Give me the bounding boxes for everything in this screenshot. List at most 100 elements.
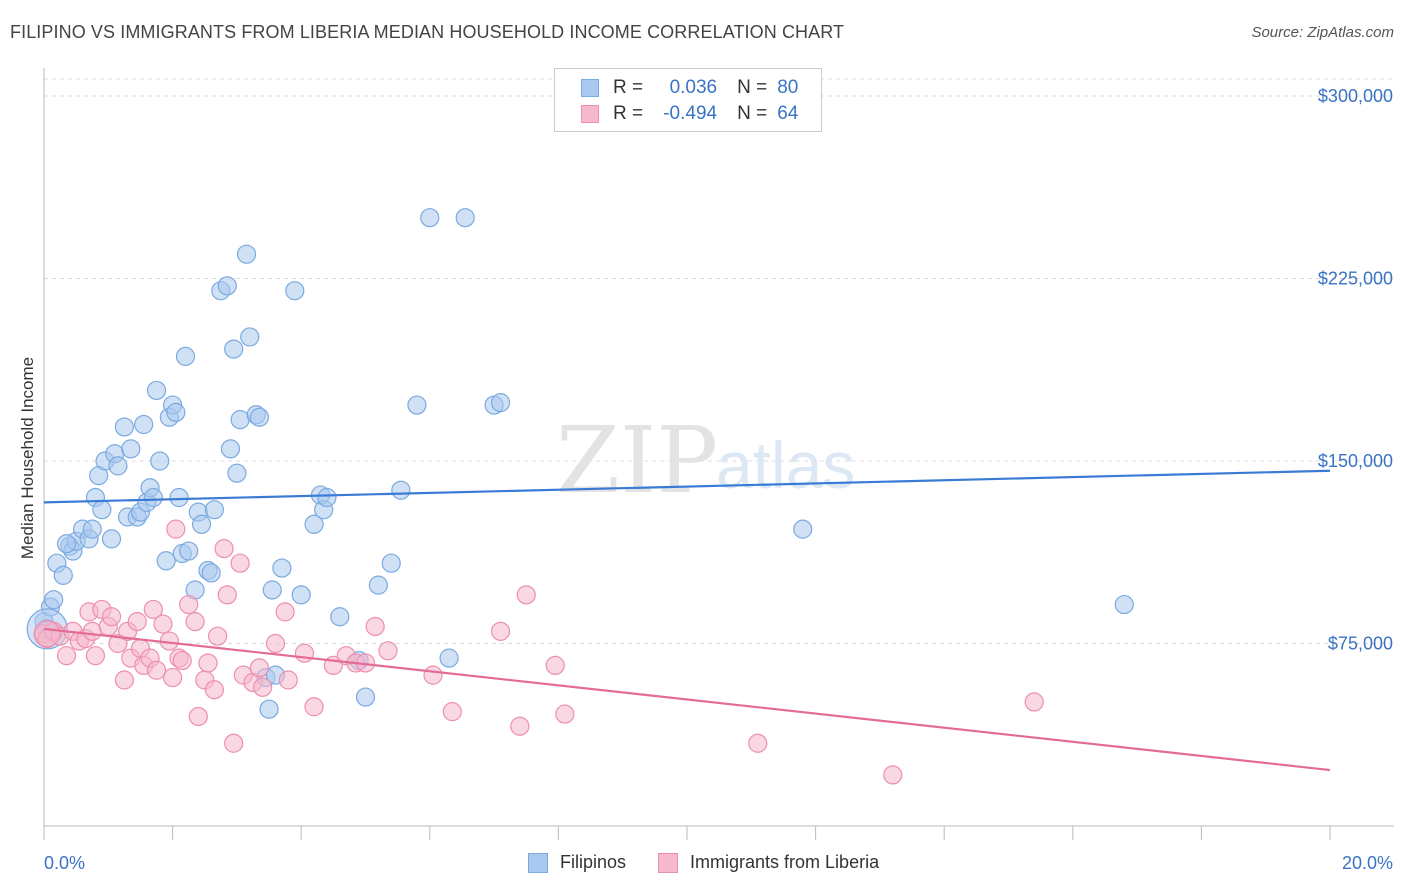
liberia-point (224, 733, 244, 753)
filipinos-trend-line (43, 469, 1331, 504)
legend-item-liberia[interactable]: Immigrants from Liberia (658, 852, 879, 873)
filipinos-point (317, 487, 337, 508)
filipinos-point (175, 346, 196, 366)
filipinos-point (134, 414, 154, 435)
legend-swatch-pink (658, 852, 679, 873)
filipinos-point (285, 281, 305, 301)
filipinos-point (143, 487, 163, 508)
y-tick-label: $150,000 (1318, 451, 1393, 471)
liberia-point (304, 697, 324, 717)
liberia-point (114, 670, 134, 690)
liberia-point (423, 665, 443, 685)
liberia-point (442, 702, 462, 722)
filipinos-point (272, 558, 292, 578)
liberia-point (265, 633, 286, 654)
filipinos-point (249, 407, 270, 427)
liberia-cluster-point (33, 620, 61, 648)
liberia-point (555, 704, 575, 724)
filipinos-point (101, 529, 122, 549)
legend-n-label: N = (737, 103, 768, 124)
filipinos-point (227, 463, 247, 483)
liberia-point (188, 706, 208, 727)
correlation-legend: R = 0.036 N = 80 R = -0.494 N = 64 (554, 68, 822, 132)
filipinos-point (56, 534, 77, 554)
legend-row-liberia: R = -0.494 N = 64 (581, 103, 798, 125)
liberia-point (82, 621, 102, 641)
filipinos-point (92, 500, 112, 520)
liberia-trend-line (43, 627, 1331, 772)
liberia-point (172, 650, 192, 671)
filipinos-point (355, 687, 376, 707)
filipinos-point (150, 451, 170, 471)
filipinos-point (262, 580, 282, 600)
liberia-point (146, 660, 167, 680)
liberia-point (101, 607, 122, 627)
liberia-point (127, 612, 147, 632)
liberia-point (185, 612, 205, 632)
source-label: Source: ZipAtlas.com (1251, 24, 1394, 41)
liberia-point (214, 539, 234, 559)
filipinos-point (217, 276, 237, 296)
liberia-point (153, 614, 173, 634)
y-tick-label: $75,000 (1328, 634, 1393, 654)
legend-item-filipinos[interactable]: Filipinos (528, 852, 626, 873)
filipinos-point (490, 393, 511, 413)
legend-r-value: 0.036 (669, 77, 718, 98)
liberia-point (883, 765, 903, 785)
filipinos-point (291, 585, 311, 605)
liberia-point (230, 553, 250, 573)
filipinos-point (44, 590, 64, 610)
filipinos-point (230, 410, 250, 430)
liberia-point (208, 626, 228, 646)
liberia-point (545, 655, 565, 676)
filipinos-point (146, 380, 167, 401)
filipinos-point (391, 480, 411, 500)
filipinos-point (156, 551, 176, 571)
filipinos-point (121, 439, 141, 459)
watermark-zip: ZIP (556, 407, 718, 514)
liberia-point (179, 594, 199, 615)
liberia-point (56, 646, 77, 666)
filipinos-point (53, 565, 73, 585)
filipinos-point (169, 487, 189, 508)
liberia-point (85, 646, 106, 666)
filipinos-point (179, 541, 199, 561)
filipinos-point (330, 607, 350, 627)
liberia-point (217, 585, 237, 605)
filipinos-point (368, 575, 388, 595)
filipinos-point (407, 395, 427, 415)
filipinos-point (259, 699, 279, 719)
liberia-point (275, 602, 295, 622)
filipinos-point (455, 208, 475, 228)
filipinos-point (439, 648, 459, 668)
liberia-point (294, 643, 315, 663)
filipinos-point (236, 244, 257, 264)
filipinos-point (304, 514, 324, 534)
liberia-point (163, 667, 183, 688)
filipinos-point (220, 439, 241, 459)
filipinos-point (1114, 594, 1134, 615)
watermark-atlas: atlas (716, 428, 855, 502)
liberia-point (378, 641, 398, 661)
y-tick-label: $300,000 (1318, 86, 1393, 106)
legend-label: Filipinos (560, 852, 627, 872)
legend-swatch-blue (528, 852, 548, 873)
legend-row-filipinos: R = 0.036 N = 80 (581, 77, 798, 99)
liberia-point (253, 677, 273, 697)
filipinos-point (793, 519, 813, 539)
liberia-point (204, 680, 224, 700)
filipinos-point (420, 208, 440, 228)
filipinos-point (108, 456, 128, 476)
liberia-point (365, 616, 385, 637)
liberia-point (516, 585, 536, 605)
series-legend: Filipinos Immigrants from Liberia (528, 852, 911, 873)
filipinos-point (204, 500, 224, 520)
liberia-point (166, 519, 186, 539)
filipinos-point (191, 514, 212, 534)
y-tick-label: $225,000 (1318, 269, 1393, 289)
liberia-point (143, 599, 163, 620)
legend-r-value: -0.494 (663, 103, 718, 124)
legend-r-label: R = (613, 103, 644, 124)
x-tick-label-max: 20.0% (1342, 853, 1393, 873)
legend-n-value: 80 (777, 77, 799, 98)
